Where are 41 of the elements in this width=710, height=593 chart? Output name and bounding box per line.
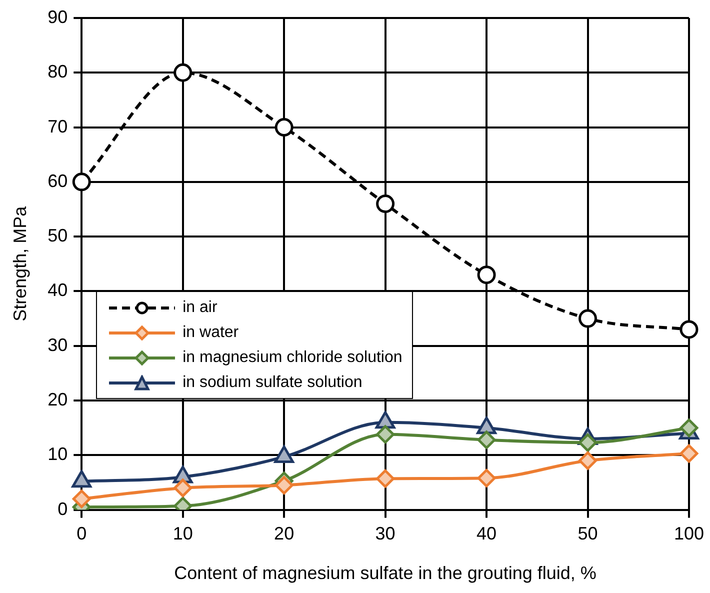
point: [376, 194, 395, 214]
point: [578, 309, 598, 328]
point: [72, 490, 91, 508]
point: [274, 476, 294, 494]
y-tick-label: 50: [48, 226, 68, 246]
x-tick-label: 30: [375, 524, 396, 544]
y-tick-label: 90: [48, 6, 68, 27]
y-tick-label: 40: [48, 280, 68, 300]
x-tick-label: 10: [172, 524, 193, 544]
point: [578, 451, 598, 470]
x-tick-label: 20: [274, 524, 294, 544]
point: [174, 63, 192, 82]
point: [680, 418, 698, 438]
legend-label: in sodium sulfate solution: [182, 373, 362, 394]
point: [477, 266, 496, 284]
y-tick-label: 0: [58, 498, 68, 519]
point: [72, 172, 91, 192]
x-tick-label: 100: [674, 524, 704, 544]
y-axis-title: Strength, MPa: [10, 205, 30, 322]
y-tick-label: 30: [48, 334, 68, 355]
point: [174, 478, 192, 498]
point: [578, 433, 598, 452]
legend-label: in magnesium chloride solution: [182, 348, 402, 368]
point: [680, 320, 698, 339]
y-tick-label: 60: [48, 170, 68, 191]
legend-label: in air: [182, 298, 218, 318]
x-axis-title: Content of magnesium sulfate in the grouting fluid, %: [174, 563, 596, 584]
point: [680, 444, 698, 463]
y-tick-label: 80: [48, 62, 68, 82]
point: [477, 468, 496, 488]
point: [376, 469, 395, 488]
y-tick-label: 20: [48, 389, 68, 410]
x-tick-label: 40: [476, 524, 497, 544]
x-tick-label: 0: [76, 524, 87, 544]
point: [477, 430, 496, 450]
point: [376, 425, 395, 444]
y-tick-label: 10: [48, 444, 68, 464]
x-tick-label: 50: [578, 524, 598, 544]
y-tick-label: 70: [48, 116, 68, 136]
point: [274, 118, 294, 137]
legend-label: in water: [182, 323, 239, 344]
